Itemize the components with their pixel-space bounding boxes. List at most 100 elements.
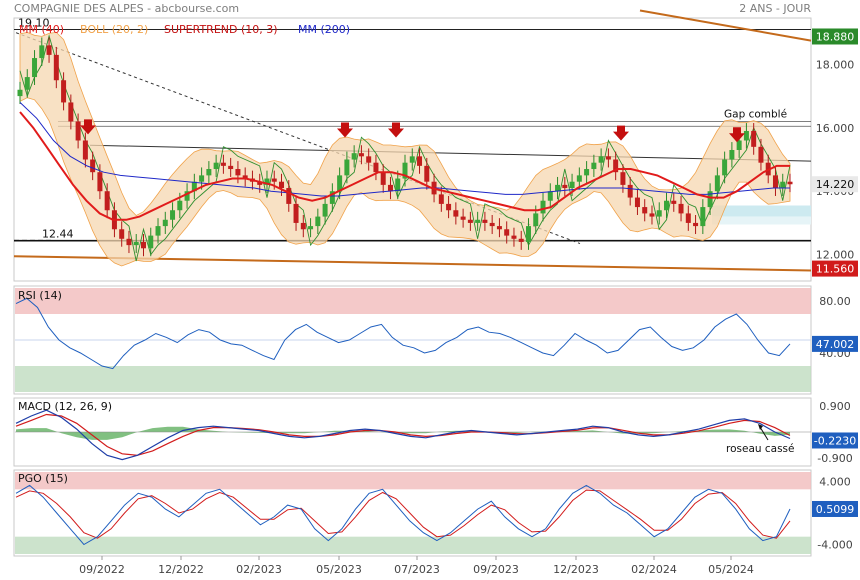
- price-badge: 18.880: [816, 30, 855, 43]
- candle: [315, 208, 321, 235]
- legend-item: MM (200): [298, 23, 350, 36]
- candle-body: [634, 197, 640, 208]
- candle-body: [177, 200, 183, 211]
- candle-body: [213, 162, 219, 170]
- candle-body: [533, 213, 539, 227]
- pgo-tick-label: -4.000: [817, 539, 852, 552]
- candle-body: [620, 172, 626, 185]
- price-tick-label: 16.000: [816, 122, 855, 135]
- candle-body: [242, 175, 248, 179]
- candle: [191, 173, 197, 200]
- candle-body: [257, 181, 263, 185]
- candle-body: [780, 181, 786, 189]
- candle: [758, 138, 764, 171]
- candle: [286, 180, 292, 212]
- x-tick-label: 12/2022: [158, 563, 204, 576]
- candle-body: [547, 191, 553, 201]
- candle: [162, 211, 168, 235]
- candle: [257, 173, 263, 193]
- candle: [90, 151, 96, 181]
- price-badge-bg: [812, 176, 858, 193]
- candle: [24, 69, 30, 98]
- candle-body: [206, 169, 212, 176]
- candle-body: [17, 89, 23, 97]
- candle: [119, 221, 125, 247]
- ma200-line: [19, 102, 790, 197]
- candle: [714, 167, 720, 200]
- sell-arrow-icon: [729, 127, 745, 143]
- candle-body: [126, 238, 132, 246]
- candle-body: [395, 178, 401, 192]
- macd-title: MACD (12, 26, 9): [18, 400, 112, 413]
- pgo-line: [15, 484, 791, 546]
- candle: [242, 167, 248, 187]
- candle-body: [787, 181, 793, 185]
- candle-body: [286, 188, 292, 204]
- candle: [206, 161, 212, 184]
- candle: [133, 234, 139, 254]
- candle: [460, 208, 466, 228]
- macd-annotation: roseau cassé: [726, 443, 794, 455]
- candle-body: [511, 235, 517, 239]
- candle-body: [337, 175, 343, 192]
- candle-body: [90, 159, 96, 173]
- candle: [693, 215, 699, 235]
- candle-body: [482, 219, 488, 223]
- candle-body: [700, 207, 706, 227]
- candle-body: [148, 235, 154, 249]
- candle: [489, 215, 495, 235]
- rsi-badge: 47.002: [816, 338, 855, 351]
- candle: [613, 151, 619, 181]
- candle-body: [627, 184, 633, 198]
- candle: [358, 145, 364, 165]
- candle: [380, 164, 386, 193]
- price-badge: 11.560: [816, 263, 855, 276]
- candle-body: [409, 156, 415, 163]
- chart-period: 2 ANS - JOUR: [739, 2, 811, 15]
- candle: [75, 113, 81, 149]
- sell-arrow-icon: [80, 119, 96, 135]
- candle-body: [53, 54, 59, 81]
- candle: [235, 161, 241, 184]
- candle: [772, 167, 778, 196]
- chart-header-title: COMPAGNIE DES ALPES - abcbourse.com: [14, 2, 239, 15]
- candle-body: [424, 165, 430, 182]
- candle: [329, 183, 335, 212]
- candle-body: [293, 203, 299, 223]
- candle: [453, 202, 459, 225]
- candle-body: [693, 222, 699, 227]
- candle: [213, 154, 219, 177]
- candle-body: [656, 210, 662, 217]
- price-badge-bg: [812, 260, 858, 277]
- ma40-line: [19, 111, 790, 221]
- bollinger-band: [19, 31, 791, 267]
- candle: [351, 145, 357, 168]
- candle-body: [300, 222, 306, 230]
- candle-body: [525, 226, 531, 242]
- candle: [576, 167, 582, 190]
- candle: [387, 176, 393, 200]
- candle: [126, 230, 132, 254]
- candle: [707, 183, 713, 215]
- candle: [656, 202, 662, 225]
- macd-line: [15, 409, 791, 461]
- candle: [475, 211, 481, 231]
- candle-body: [758, 146, 764, 163]
- candle: [584, 161, 590, 184]
- candle-body: [191, 181, 197, 192]
- rsi-oversold-zone: [15, 366, 811, 392]
- candle: [170, 202, 176, 228]
- candle-body: [664, 200, 670, 211]
- candle: [649, 205, 655, 225]
- candle-body: [685, 213, 691, 223]
- resistance-line: [89, 144, 812, 162]
- candle-body: [133, 241, 139, 246]
- sell-arrow-icon: [337, 122, 353, 138]
- candle: [671, 192, 677, 212]
- candle-body: [540, 200, 546, 214]
- candle-body: [366, 156, 372, 163]
- candle-body: [308, 226, 314, 230]
- candle: [366, 148, 372, 171]
- candle-body: [671, 200, 677, 204]
- candle-body: [387, 184, 393, 192]
